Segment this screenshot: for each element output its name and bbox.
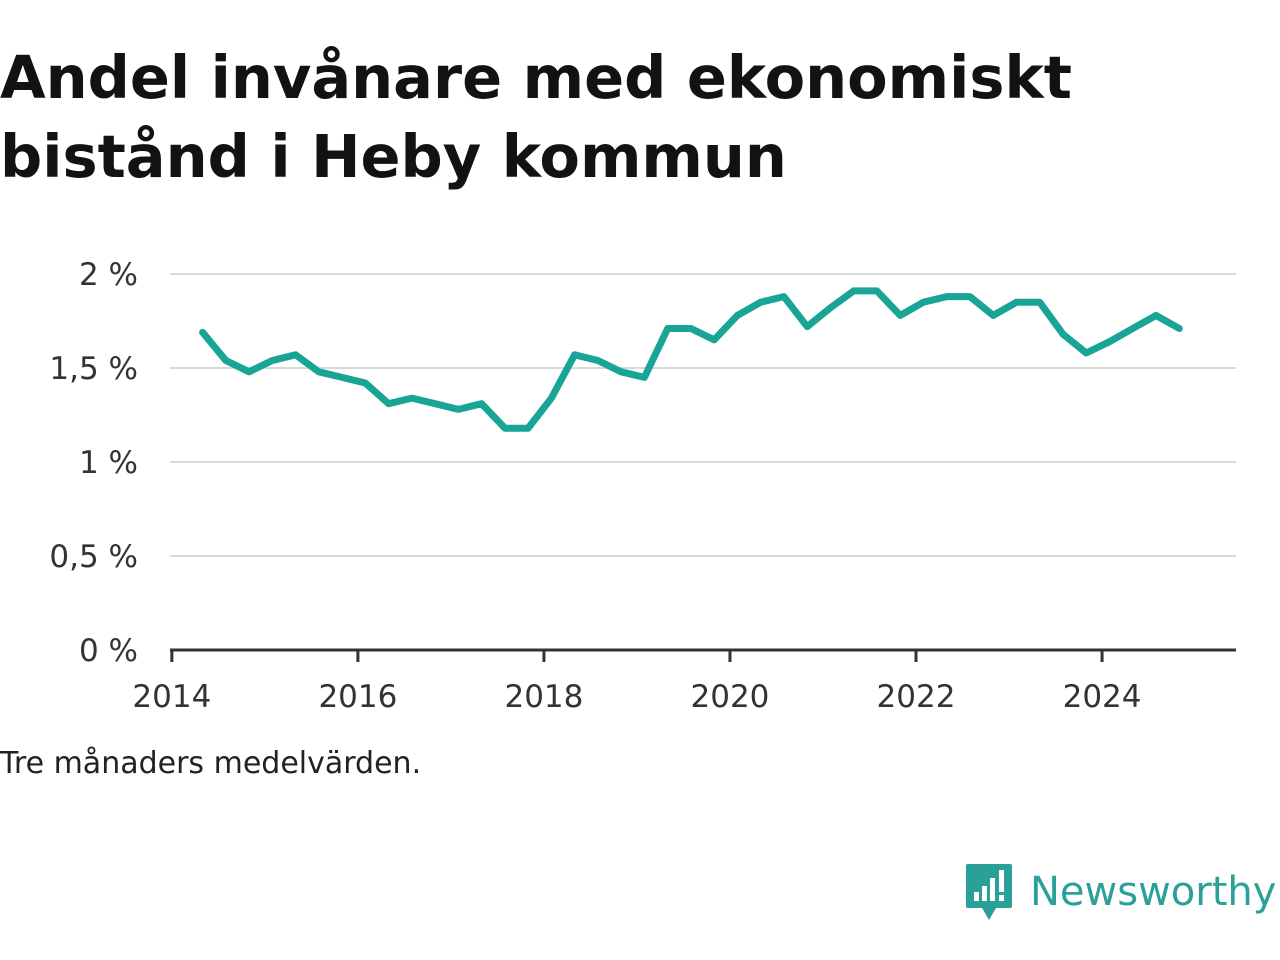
series-line (199, 287, 1183, 432)
x-axis (170, 648, 1236, 662)
chart-title: Andel invånare med ekonomiskt bistånd i … (0, 43, 1072, 191)
y-tick-label: 1 % (79, 445, 138, 481)
newsworthy-logo-icon (966, 864, 1012, 920)
x-tick-label: 2018 (504, 679, 583, 715)
y-tick-label: 0,5 % (49, 539, 138, 575)
brand-name: Newsworthy (1030, 869, 1277, 915)
y-tick-label: 2 % (79, 257, 138, 293)
brand-logo[interactable]: Newsworthy (964, 862, 1276, 922)
gridlines (170, 273, 1236, 557)
x-axis-labels: 2014 2016 2018 2020 2022 2024 (132, 679, 1141, 715)
line-chart: 0 % 0,5 % 1 % 1,5 % 2 % 2014 2016 2018 2020 2022… (49, 257, 1236, 715)
y-tick-label: 0 % (79, 633, 138, 669)
y-axis-labels: 0 % 0,5 % 1 % 1,5 % 2 % (49, 257, 138, 669)
chart-note: Tre månaders medelvärden. (0, 746, 422, 781)
x-tick-label: 2016 (318, 679, 397, 715)
y-tick-label: 1,5 % (49, 351, 138, 387)
x-tick-label: 2024 (1063, 679, 1142, 715)
x-tick-label: 2014 (132, 679, 211, 715)
x-tick-label: 2022 (877, 679, 956, 715)
x-tick-label: 2020 (691, 679, 770, 715)
